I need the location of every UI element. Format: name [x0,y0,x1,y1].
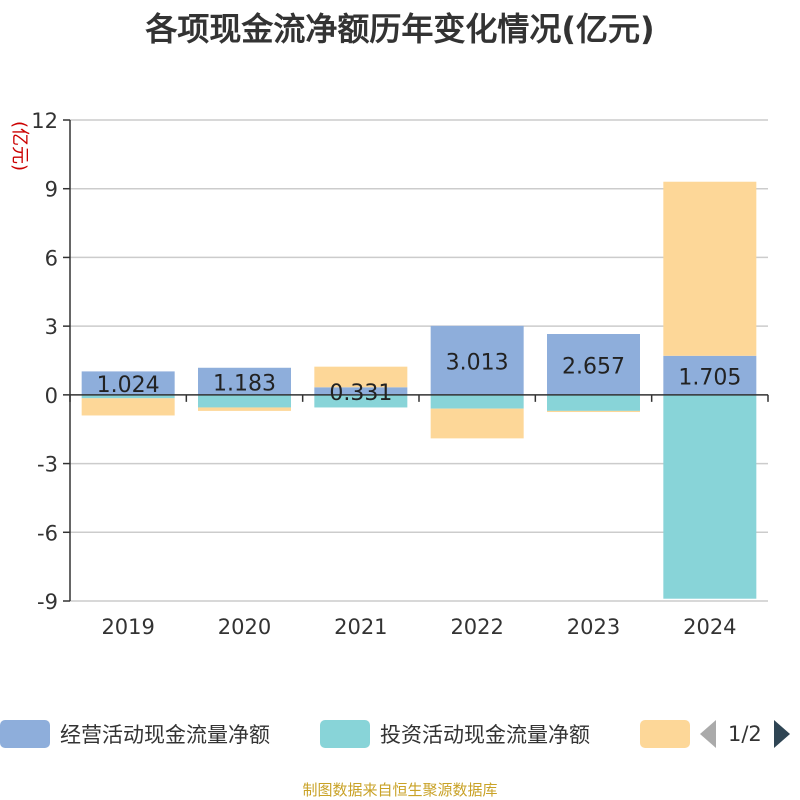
bar-segment-2019-series-0 [81,371,175,395]
legend-item-investing[interactable]: 投资活动现金流量净额 [320,716,590,752]
y-tick-label: 6 [45,246,58,270]
y-axis-unit-label: (亿元) [9,121,30,171]
data-source-note: 制图数据来自恒生聚源数据库 [302,781,498,799]
bar-segment-2019-series-2 [81,398,175,416]
y-tick-label: 12 [31,109,58,133]
x-tick-label: 2024 [683,615,736,639]
y-tick-label: 0 [45,384,58,408]
x-tick-label: 2020 [218,615,271,639]
bar-segment-2024-series-0 [663,355,757,395]
bar-segment-2019-series-1 [81,394,175,399]
bar-segment-2024-series-1 [663,394,757,599]
legend-item-operating[interactable]: 经营活动现金流量净额 [0,716,270,752]
x-tick-label: 2021 [334,615,387,639]
bar-segment-2023-series-0 [547,333,640,395]
bar-segment-2023-series-2 [547,410,640,413]
data-label-2021: 0.331 [329,381,392,406]
legend-swatch-investing [320,720,370,748]
data-label-2024: 1.705 [678,365,741,390]
legend-page-indicator: 1/2 [728,722,762,746]
chart-title: 各项现金流净额历年变化情况(亿元) [145,10,655,48]
bar-segment-2023-series-1 [547,394,640,411]
y-tick-label: -3 [37,453,58,477]
x-tick-label: 2019 [101,615,154,639]
legend-item-financing[interactable] [640,716,690,752]
bar-segment-2020-series-2 [198,407,291,411]
y-tick-label: 3 [45,315,58,339]
x-tick-label: 2022 [450,615,503,639]
bar-segment-2021-series-0 [314,387,408,395]
data-label-2023: 2.657 [562,354,625,379]
y-tick-label: -6 [37,521,58,545]
bar-segment-2024-series-2 [663,181,757,356]
legend: 经营活动现金流量净额 投资活动现金流量净额 1/2 [0,716,800,752]
legend-swatch-operating [0,720,50,748]
bar-segment-2020-series-0 [198,367,291,395]
chevron-left-icon[interactable] [700,720,716,748]
bar-segment-2022-series-1 [430,394,524,409]
data-label-2019: 1.024 [97,373,160,398]
bar-segment-2022-series-2 [430,408,524,439]
y-tick-label: 9 [45,178,58,202]
bar-segment-2021-series-2 [314,366,408,388]
data-label-2022: 3.013 [446,350,509,375]
chevron-right-icon[interactable] [773,720,790,748]
legend-pager: 1/2 [700,716,790,752]
legend-label-investing: 投资活动现金流量净额 [380,723,590,747]
bar-segment-2021-series-1 [314,394,408,408]
y-tick-label: -9 [37,590,58,614]
legend-swatch-financing [640,720,690,748]
bar-segment-2020-series-1 [198,394,291,408]
data-label-2020: 1.183 [213,371,276,396]
bar-segment-2022-series-0 [430,325,524,395]
legend-label-operating: 经营活动现金流量净额 [60,723,270,747]
x-tick-label: 2023 [567,615,620,639]
